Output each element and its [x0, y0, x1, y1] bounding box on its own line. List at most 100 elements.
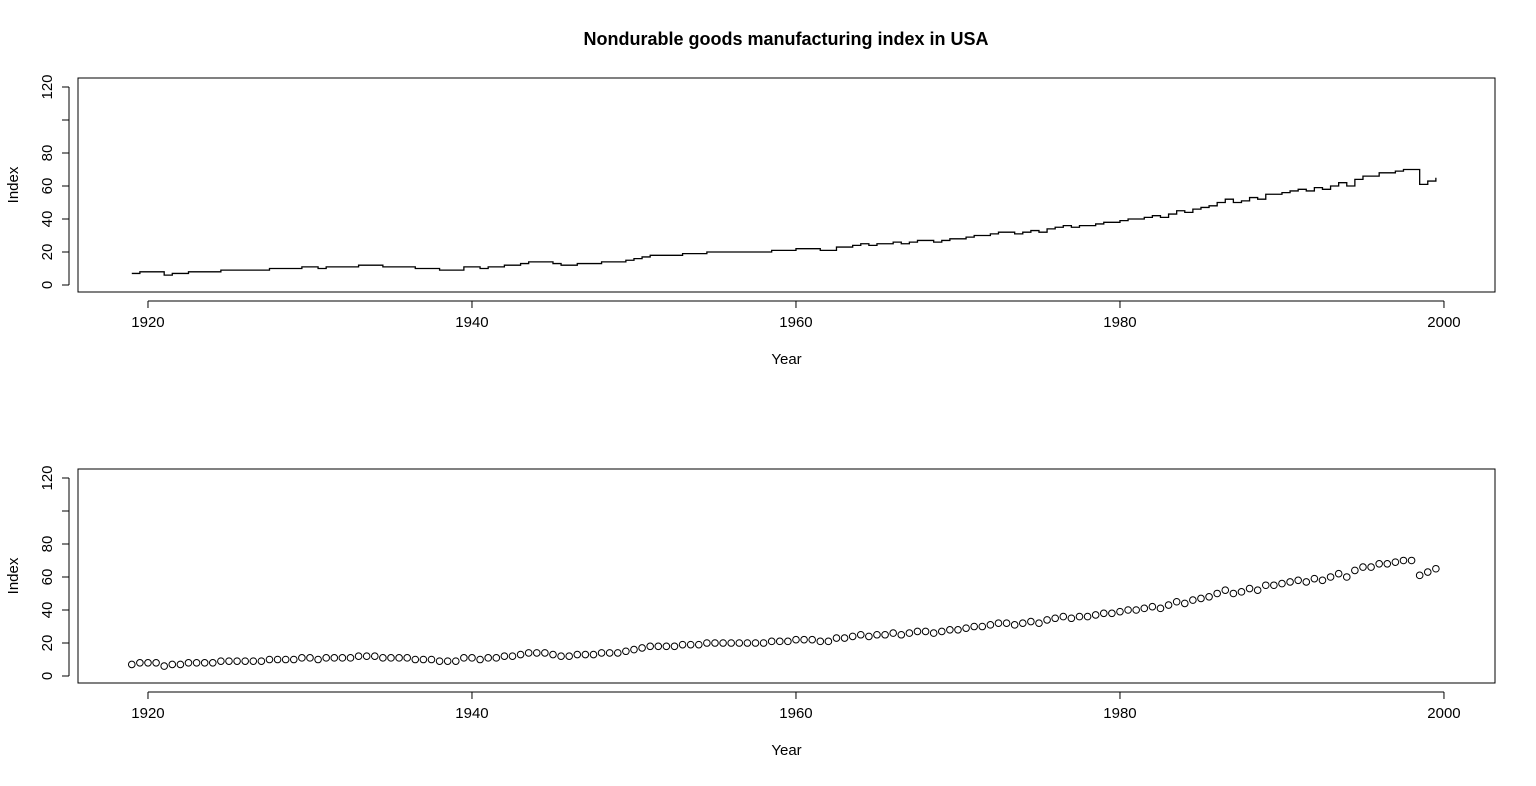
y-tick-label: 60 [39, 178, 56, 195]
data-point [1108, 609, 1116, 618]
data-point [257, 657, 266, 665]
data-point [184, 659, 193, 667]
data-point [411, 655, 420, 664]
x-tick-label: 1940 [455, 705, 488, 722]
data-point [500, 652, 509, 661]
data-point [1261, 581, 1270, 590]
data-point [1180, 599, 1189, 608]
data-point [1423, 568, 1432, 576]
data-point [1383, 559, 1392, 568]
data-point [792, 635, 800, 644]
data-point [1270, 581, 1278, 590]
data-point [597, 649, 606, 657]
data-point [1156, 604, 1165, 613]
data-point [249, 657, 258, 665]
data-point [913, 627, 922, 636]
data-point [549, 650, 557, 659]
data-point [468, 654, 476, 662]
data-point [484, 654, 492, 662]
data-point [1253, 586, 1262, 594]
data-point [1140, 604, 1149, 613]
data-point [1059, 612, 1068, 621]
data-point [743, 639, 752, 647]
y-tick-label: 80 [39, 145, 56, 162]
data-point [1432, 564, 1440, 573]
data-point [1002, 619, 1011, 628]
data-point [954, 626, 962, 634]
data-point [168, 660, 177, 669]
data-point [233, 657, 241, 665]
y-tick-label: 40 [39, 211, 56, 228]
data-point [144, 659, 152, 667]
data-point [427, 655, 436, 664]
data-point [1099, 609, 1108, 618]
data-point [929, 629, 938, 637]
data-point [241, 657, 249, 665]
y-tick-label: 120 [39, 465, 56, 490]
data-point [784, 637, 792, 646]
data-point [1294, 576, 1302, 585]
data-point [557, 652, 565, 661]
data-point [314, 655, 322, 664]
data-point [751, 639, 760, 647]
x-tick-label: 1960 [779, 314, 812, 331]
data-point [638, 644, 646, 652]
data-point [1035, 619, 1043, 628]
data-point [1018, 619, 1027, 628]
data-point [1189, 596, 1197, 604]
data-point [703, 639, 711, 647]
data-point [289, 655, 298, 664]
data-point [970, 622, 978, 631]
data-point [281, 655, 290, 664]
data-point [711, 639, 719, 647]
data-point [1310, 574, 1319, 583]
data-point [1172, 597, 1181, 606]
data-point [678, 640, 687, 649]
data-point [1229, 589, 1238, 598]
data-point [589, 650, 598, 659]
data-point [387, 654, 395, 662]
data-point [670, 642, 679, 651]
data-point [873, 630, 881, 639]
y-tick-label: 0 [39, 672, 56, 680]
data-point [1318, 576, 1327, 585]
x-tick-label: 1920 [131, 314, 164, 331]
data-point [759, 639, 768, 647]
data-point [1367, 563, 1375, 571]
data-point [1302, 578, 1311, 586]
data-point [1197, 594, 1205, 603]
data-point [686, 640, 695, 649]
data-point [946, 626, 954, 634]
data-point [1326, 573, 1335, 581]
data-point [1359, 563, 1367, 571]
data-point [994, 619, 1003, 628]
data-point [1334, 569, 1343, 578]
y-tick-label: 40 [39, 602, 56, 619]
data-point [1221, 586, 1230, 594]
data-point [1116, 607, 1124, 616]
data-point [451, 657, 460, 665]
data-point [646, 642, 654, 651]
data-point [1391, 558, 1400, 566]
x-tick-label: 1920 [131, 705, 164, 722]
data-point [767, 637, 776, 646]
data-point [605, 649, 614, 657]
data-point [306, 654, 314, 662]
data-point [622, 647, 630, 656]
data-point [298, 654, 306, 662]
data-point [1415, 571, 1424, 580]
data-point [1051, 614, 1059, 623]
data-point [403, 654, 411, 662]
data-point [152, 659, 160, 667]
y-tick-label: 0 [39, 281, 56, 289]
data-point [225, 657, 233, 665]
data-point [654, 642, 663, 651]
data-point [1351, 566, 1359, 575]
data-point [816, 637, 825, 646]
data-point [346, 654, 355, 662]
y-tick-label: 80 [39, 536, 56, 553]
data-point [978, 622, 987, 631]
data-point [208, 659, 217, 667]
